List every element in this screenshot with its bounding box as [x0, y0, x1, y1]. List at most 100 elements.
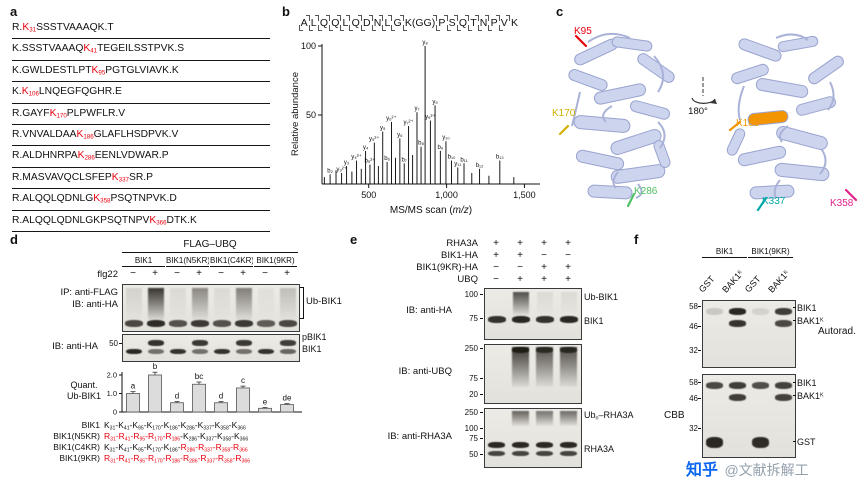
marker-32: 32: [689, 346, 698, 355]
marker-100: 100: [464, 424, 478, 433]
marker-75: 75: [469, 434, 478, 443]
condition-sign: +: [541, 238, 547, 249]
band-label: BIK1: [797, 378, 817, 388]
residue-label-k337: K337: [762, 196, 786, 207]
svg-text:y₄²⁺: y₄²⁺: [351, 154, 362, 161]
ubq-top-band: [536, 347, 553, 353]
marker-tick: [480, 378, 483, 380]
marker-tick: [480, 454, 483, 456]
bik1-band: [258, 348, 274, 354]
label-tick: [793, 320, 796, 322]
svg-text:500: 500: [361, 190, 376, 200]
ib-anti-ha-label-2: IB: anti-HA: [52, 341, 98, 352]
protein-structure-left: [558, 32, 675, 208]
peptide-row: K.GWLDESTLPTK95PGTGLVIAVK.K: [12, 61, 270, 83]
genotype-sites: K31-K41-K95-K170-K186-K286-K337-K358-K36…: [104, 420, 246, 432]
label-tick: [793, 441, 796, 443]
genotype-sites: R31-R41-R95-R170-R186-R286-R337-R358-R36…: [104, 453, 251, 465]
peptide-row: R.ALQQLQDNLGK358PSQTNPVK.D: [12, 189, 270, 211]
ubiquitination-smear: [192, 288, 208, 320]
ubq-top-band: [512, 347, 529, 353]
condition-sign: +: [493, 238, 499, 249]
svg-text:b₁₃: b₁₃: [496, 155, 504, 161]
marker-50: 50: [469, 450, 478, 459]
svg-text:y₇²⁺: y₇²⁺: [403, 119, 413, 126]
marker-tick: [480, 428, 483, 430]
bik1-band: [126, 348, 142, 354]
svg-text:a: a: [131, 382, 136, 391]
svg-text:Relative abundance: Relative abundance: [290, 72, 301, 156]
genotype-name: BIK1(N5KR): [53, 431, 100, 441]
peptide-residue: Q: [349, 15, 363, 31]
svg-text:y₃: y₃: [344, 160, 350, 166]
ub-bik1-label: Ub-BIK1: [306, 296, 342, 307]
peptide-residue: K: [510, 17, 518, 29]
pbik1-band: [192, 340, 208, 346]
construct-label: BIK1(N5KR): [166, 256, 209, 267]
rotation-label: 180°: [688, 106, 708, 117]
watermark: 知乎 @文献拆解工: [686, 456, 809, 480]
autorad-label: Autorad.: [818, 326, 856, 337]
ubq-smear: [512, 347, 529, 387]
ubn-rha3a-smear: [512, 411, 529, 426]
ubq-smear: [536, 347, 553, 387]
pbik1-band: [148, 340, 164, 346]
residue-label-k170: K170: [552, 108, 576, 119]
svg-text:b₁₀: b₁₀: [448, 155, 456, 161]
bik1-band: [148, 348, 164, 354]
svg-text:2.0: 2.0: [107, 371, 117, 380]
protein-band: [169, 320, 187, 327]
peptide-residue: N: [371, 15, 384, 31]
panel-e-label: e: [350, 232, 358, 247]
condition-sign: +: [517, 238, 523, 249]
marker-tick: [480, 348, 483, 350]
flg22-sign: −: [262, 268, 268, 279]
bak1-band: [775, 320, 792, 327]
marker-tick: [480, 394, 483, 396]
label-tick: [793, 395, 796, 397]
peptide-row: R.VNVALDAAK186GLAFLHSDPVK.V: [12, 125, 270, 147]
svg-text:c: c: [241, 376, 245, 385]
residue-label-k95: K95: [574, 26, 592, 37]
marker-tick: [698, 306, 701, 308]
bik1-band: [752, 382, 769, 389]
peptide-residue: N: [477, 15, 490, 31]
marker-tick: [119, 343, 122, 345]
bik1-band: [752, 308, 769, 315]
cbb-label: CBB: [664, 410, 685, 421]
ub-bik1-bracket: [300, 287, 304, 319]
ubn-rha3a-smear: [560, 411, 577, 426]
svg-text:1,500: 1,500: [513, 190, 536, 200]
condition-sign: −: [493, 274, 499, 285]
condition-sign: +: [541, 274, 547, 285]
bik1-band: [729, 308, 746, 315]
marker-58: 58: [689, 302, 698, 311]
svg-text:de: de: [283, 394, 292, 403]
peptide-residue: L: [340, 15, 351, 31]
marker-250: 250: [464, 408, 478, 417]
bak1-band: [729, 320, 746, 327]
peptide-row: R.MASVAVQCLSFEPK337SR.P: [12, 168, 270, 190]
lane-label: BAK1K: [720, 269, 744, 295]
svg-text:b: b: [153, 362, 158, 371]
residue-label-k286: K286: [634, 186, 658, 197]
protein-structure-right: [726, 33, 858, 212]
svg-text:b₆: b₆: [384, 156, 390, 162]
svg-text:y₅²⁺: y₅²⁺: [369, 136, 380, 143]
gst-band: [752, 437, 769, 448]
condition-sign: −: [517, 262, 523, 273]
label-tick: [793, 382, 796, 384]
ib-anti-ha-label-e: IB: anti-HA: [406, 305, 452, 316]
band-label: BAK1K: [797, 316, 824, 326]
peptide-annotation: A L Q Q L Q D N L G K(GG) P S Q T N P V K: [298, 15, 520, 31]
bak1-band: [729, 394, 746, 401]
marker-tick: [480, 294, 483, 296]
lane-label: BAK1K: [766, 269, 790, 295]
rha3a-band: [560, 442, 577, 448]
svg-text:b₁₁: b₁₁: [460, 157, 467, 163]
band-label: BIK1: [584, 316, 604, 326]
bik1-band: [706, 382, 723, 389]
marker-46: 46: [689, 394, 698, 403]
marker-50: 50: [109, 339, 118, 348]
protein-band: [257, 320, 275, 327]
